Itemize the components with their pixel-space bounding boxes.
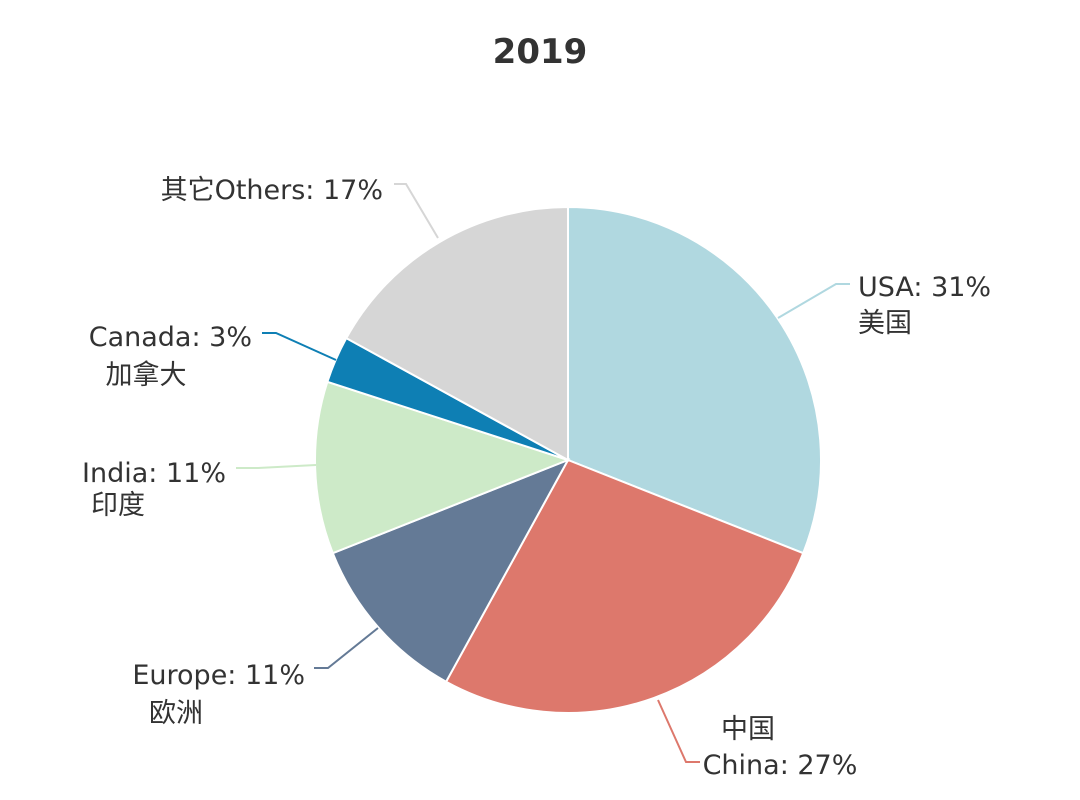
pie-slices	[314, 205, 822, 714]
slice-label-canada: Canada: 3%	[89, 322, 252, 353]
leader-lines	[236, 183, 850, 763]
slice-label-china: 中国	[721, 714, 775, 745]
leader-line-usa	[777, 283, 850, 319]
slice-label-others: 其它Others: 17%	[161, 175, 383, 206]
chart-title: 2019	[492, 32, 588, 72]
slice-label-india-secondary: 印度	[91, 490, 145, 521]
leader-line-india	[236, 464, 317, 469]
slice-label-usa: USA: 31%	[858, 272, 991, 303]
leader-line-others	[394, 183, 439, 239]
pie-slice-india	[314, 380, 571, 555]
pie-slice-others	[344, 205, 569, 462]
leader-line-china	[657, 699, 700, 763]
leader-line-europe	[314, 627, 379, 669]
slice-label-europe-secondary: 欧洲	[149, 698, 203, 729]
slice-label-europe: Europe: 11%	[132, 660, 305, 691]
pie-slice-usa	[567, 205, 822, 555]
slice-label-india: India: 11%	[82, 458, 226, 489]
pie-slice-china	[444, 458, 805, 714]
slice-label-usa-secondary: 美国	[858, 308, 912, 339]
slice-label-china-secondary: China: 27%	[703, 750, 858, 781]
slice-label-canada-secondary: 加拿大	[106, 360, 187, 391]
pie-slice-europe	[331, 458, 571, 684]
leader-line-canada	[262, 332, 337, 361]
